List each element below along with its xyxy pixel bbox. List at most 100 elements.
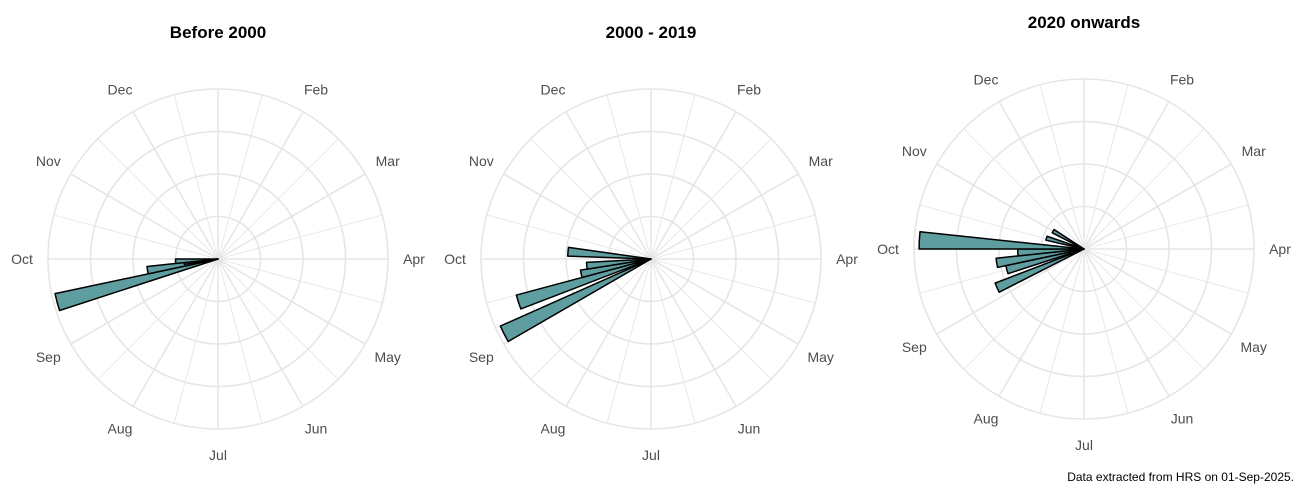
month-label: Jul	[642, 447, 660, 463]
grid-spoke	[1083, 248, 1205, 370]
polar-bar	[515, 258, 652, 310]
month-label: Nov	[469, 153, 494, 169]
grid-spoke	[70, 173, 219, 260]
month-label: Oct	[11, 251, 33, 267]
polar-bar	[499, 258, 652, 343]
grid-spoke	[217, 173, 366, 260]
month-label: Dec	[108, 81, 133, 97]
grid-spoke	[53, 214, 219, 260]
month-label: May	[807, 349, 833, 365]
polar-bar	[1051, 228, 1085, 250]
panel-title: Before 2000	[170, 23, 266, 42]
polar-bar	[918, 231, 1085, 250]
grid-spoke	[650, 173, 799, 260]
month-label: Jun	[1171, 411, 1194, 427]
month-label: Jun	[738, 421, 761, 437]
grid-spoke	[173, 258, 219, 424]
month-label: Jul	[1075, 437, 1093, 453]
grid-spoke	[1083, 101, 1170, 250]
polar-bar	[174, 258, 219, 265]
grid-spoke	[998, 248, 1085, 397]
grid-spoke	[650, 258, 816, 304]
bars	[54, 258, 219, 312]
grid-spoke	[1039, 248, 1085, 414]
panel-before-2000: Before 2000 Feb Mar Apr May Jun Jul Aug Sep Oct N…	[11, 23, 425, 463]
month-label: Aug	[541, 421, 566, 437]
month-label: Apr	[836, 251, 858, 267]
panel-2000-2019: 2000 - 2019 Feb Mar Apr May Jun Jul Aug Sep Oct N…	[444, 23, 858, 463]
grid-spoke	[70, 258, 219, 345]
grid-spoke	[1039, 84, 1085, 250]
grid-spoke	[217, 258, 383, 304]
month-label: Sep	[902, 339, 927, 355]
grid-spoke	[1083, 248, 1170, 397]
grid-spoke	[217, 94, 263, 260]
grid-spoke	[217, 258, 366, 345]
grid-spoke	[217, 258, 304, 407]
grid-spoke	[530, 138, 652, 260]
month-label: Sep	[36, 349, 61, 365]
grid-spoke	[650, 111, 737, 260]
grid-spoke	[217, 138, 339, 260]
month-label: Sep	[469, 349, 494, 365]
grid-spoke	[650, 94, 696, 260]
month-label: Jul	[209, 447, 227, 463]
month-labels: Feb Mar Apr May Jun Jul Aug Sep Oct Nov Dec	[444, 81, 858, 463]
month-label: Apr	[403, 251, 425, 267]
month-label: Nov	[902, 143, 927, 159]
grid-spoke	[650, 258, 737, 407]
polar-bar	[585, 258, 652, 270]
grid-spoke	[565, 258, 652, 407]
panel-title: 2000 - 2019	[606, 23, 697, 42]
month-label: Oct	[444, 251, 466, 267]
month-label: May	[374, 349, 400, 365]
month-label: Mar	[376, 153, 400, 169]
grid-spoke	[132, 258, 219, 407]
month-label: Dec	[974, 71, 999, 87]
month-label: Feb	[1170, 71, 1194, 87]
polar-grid	[480, 88, 822, 430]
bars	[499, 246, 652, 343]
month-label: Apr	[1269, 241, 1291, 257]
grid-spoke	[650, 258, 696, 424]
grid-spoke	[606, 258, 652, 424]
polar-bar	[1045, 235, 1085, 250]
grid-spoke	[530, 258, 652, 380]
month-label: Aug	[974, 411, 999, 427]
month-label: Oct	[877, 241, 899, 257]
grid-spoke	[650, 258, 772, 380]
grid-spoke	[1083, 128, 1205, 250]
grid-spoke	[132, 111, 219, 260]
grid-spoke	[963, 128, 1085, 250]
grid-spoke	[963, 248, 1085, 370]
month-label: Feb	[737, 81, 761, 97]
grid-spoke	[503, 173, 652, 260]
grid-spoke	[650, 214, 816, 260]
grid-spoke	[97, 138, 219, 260]
grid-spoke	[217, 258, 339, 380]
grid-spoke	[1083, 248, 1249, 294]
month-label: Nov	[36, 153, 61, 169]
polar-bar	[567, 246, 652, 260]
polar-bar	[994, 248, 1085, 293]
month-labels: Feb Mar Apr May Jun Jul Aug Sep Oct Nov Dec	[877, 71, 1291, 453]
grid-spoke	[650, 258, 799, 345]
grid-spoke	[486, 214, 652, 260]
month-label: Dec	[541, 81, 566, 97]
panel-2020-onwards: 2020 onwards Feb Mar Apr May Jun Jul Aug Sep Oct…	[877, 13, 1291, 453]
month-labels: Feb Mar Apr May Jun Jul Aug Sep Oct Nov Dec	[11, 81, 425, 463]
month-label: May	[1240, 339, 1266, 355]
polar-bar	[146, 258, 219, 275]
month-label: Jun	[305, 421, 328, 437]
month-label: Feb	[304, 81, 328, 97]
panel-title: 2020 onwards	[1028, 13, 1140, 32]
grid-spoke	[1083, 163, 1232, 250]
grid-spoke	[173, 94, 219, 260]
grid-spoke	[606, 94, 652, 260]
month-label: Mar	[1242, 143, 1266, 159]
grid-spoke	[565, 111, 652, 260]
month-label: Aug	[108, 421, 133, 437]
grid-spoke	[998, 101, 1085, 250]
grid-spoke	[1083, 248, 1232, 335]
